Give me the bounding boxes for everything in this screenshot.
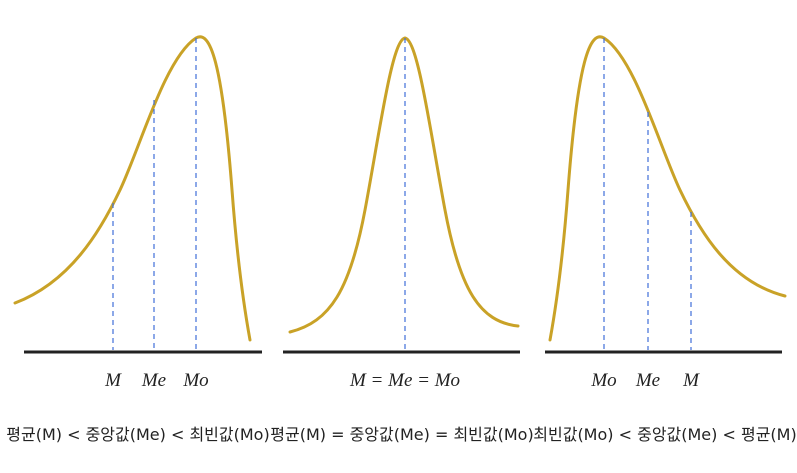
symmetric-curve: [288, 36, 520, 334]
positive-skew-caption: 최빈값(Mo) < 중앙값(Me) < 평균(M): [533, 425, 796, 444]
mean-label: M: [682, 370, 700, 391]
symmetric-caption: 평균(M) = 중앙값(Me) = 최빈값(Mo): [270, 425, 533, 444]
positive-skew-curve: [548, 35, 787, 342]
median-label: Me: [635, 370, 660, 391]
negative-skew-caption: 평균(M) < 중앙값(Me) < 최빈값(Mo): [6, 425, 269, 444]
negative-skew-curve: [13, 35, 252, 342]
mode-label: Mo: [182, 370, 208, 391]
mean-label: M: [104, 370, 122, 391]
center-label: M = Me = Mo: [349, 370, 460, 391]
mode-label: Mo: [590, 370, 616, 391]
median-label: Me: [141, 370, 166, 391]
panel-negative-skew: M Me Mo 평균(M) < 중앙값(Me) < 최빈값(Mo): [6, 35, 270, 444]
panel-symmetric: M = Me = Mo 평균(M) = 중앙값(Me) = 최빈값(Mo): [270, 36, 534, 444]
panel-positive-skew: Mo Me M 최빈값(Mo) < 중앙값(Me) < 평균(M): [533, 35, 797, 444]
